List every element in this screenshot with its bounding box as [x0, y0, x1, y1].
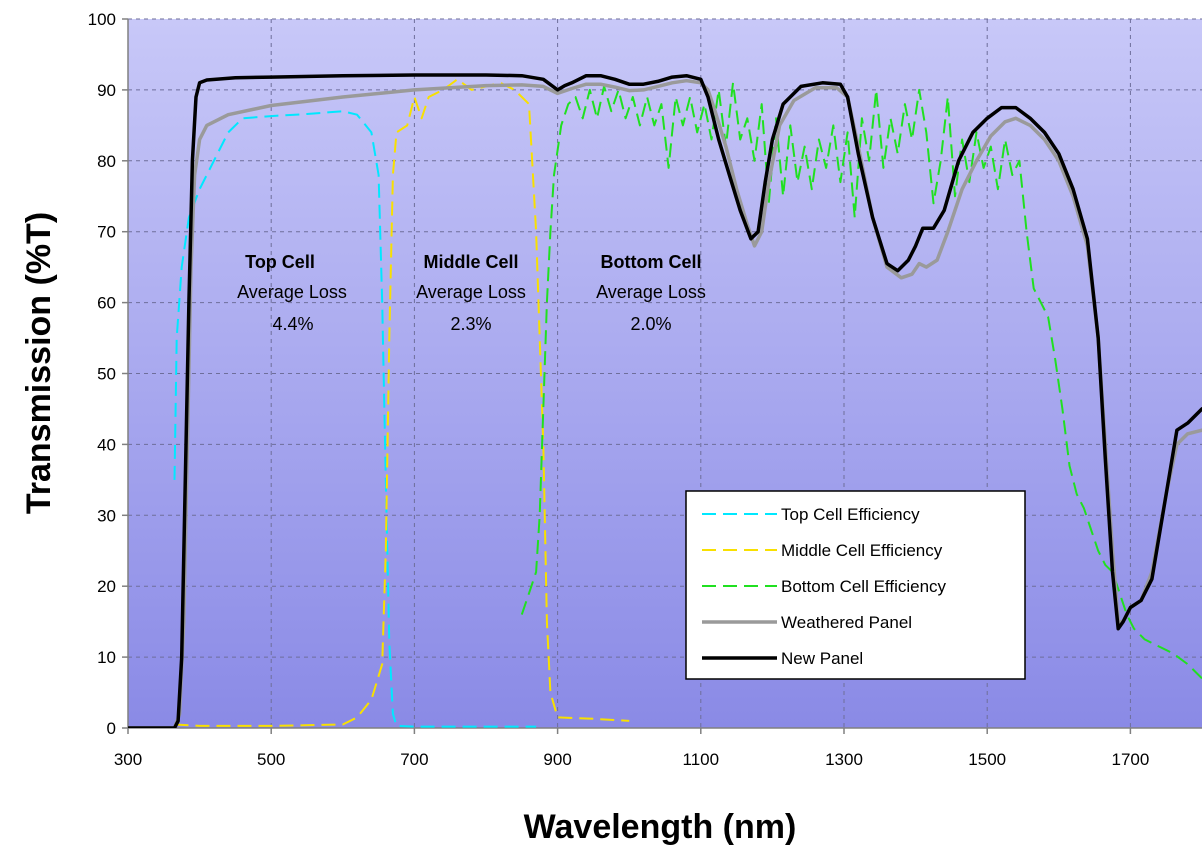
- annotation-line: Average Loss: [416, 282, 526, 302]
- annotation-value: 2.0%: [630, 314, 671, 334]
- x-tick-label: 700: [400, 750, 428, 769]
- annotation-line: Average Loss: [596, 282, 706, 302]
- annotation-title: Middle Cell: [423, 252, 518, 272]
- y-tick-label: 60: [97, 294, 116, 313]
- x-tick-label: 300: [114, 750, 142, 769]
- y-tick-label: 30: [97, 506, 116, 525]
- legend-box: [685, 490, 1026, 680]
- series-line-middle-cell-efficiency: [174, 78, 630, 727]
- x-tick-label: 1500: [968, 750, 1006, 769]
- grid: [128, 18, 1202, 728]
- x-tick-label: 1100: [683, 750, 720, 769]
- y-tick-label: 10: [97, 648, 116, 667]
- legend-label: Top Cell Efficiency: [781, 505, 920, 524]
- annotation-middle-cell: Middle Cell Average Loss 2.3%: [416, 252, 526, 334]
- series-line-bottom-cell-efficiency: [520, 81, 1202, 680]
- y-tick-label: 80: [97, 152, 116, 171]
- series-line-new-panel: [128, 73, 1202, 728]
- legend-label: New Panel: [781, 649, 863, 668]
- y-tick-label: 40: [97, 435, 116, 454]
- annotation-value: 4.4%: [272, 314, 313, 334]
- x-tick-label: 900: [543, 750, 571, 769]
- annotation-top-cell: Top Cell Average Loss 4.4%: [237, 252, 347, 334]
- tick-labels: 0 10 20 30 40 50 60 70 80 90 100 300 500 700 900 1100 13…: [88, 10, 1150, 769]
- legend-label: Weathered Panel: [781, 613, 912, 632]
- legend-label: Middle Cell Efficiency: [781, 541, 943, 560]
- legend: Top Cell Efficiency Middle Cell Efficienc…: [685, 490, 1026, 680]
- y-tick-label: 90: [97, 81, 116, 100]
- annotation-line: Average Loss: [237, 282, 347, 302]
- annotation-value: 2.3%: [450, 314, 491, 334]
- x-tick-label: 1300: [825, 750, 863, 769]
- legend-label: Bottom Cell Efficiency: [781, 577, 947, 596]
- y-tick-label: 70: [97, 223, 116, 242]
- annotation-title: Top Cell: [245, 252, 315, 272]
- x-axis-title: Wavelength (nm): [524, 808, 797, 845]
- y-tick-label: 0: [107, 719, 116, 738]
- annotation-title: Bottom Cell: [601, 252, 702, 272]
- x-tick-label: 500: [257, 750, 285, 769]
- y-tick-label: 100: [88, 10, 116, 29]
- y-axis-title: Transmission (%T): [20, 212, 58, 514]
- y-tick-label: 50: [97, 365, 116, 384]
- series-group: [128, 73, 1202, 728]
- annotation-bottom-cell: Bottom Cell Average Loss 2.0%: [596, 252, 706, 334]
- x-tick-label: 1700: [1111, 750, 1149, 769]
- y-tick-label: 20: [97, 577, 116, 596]
